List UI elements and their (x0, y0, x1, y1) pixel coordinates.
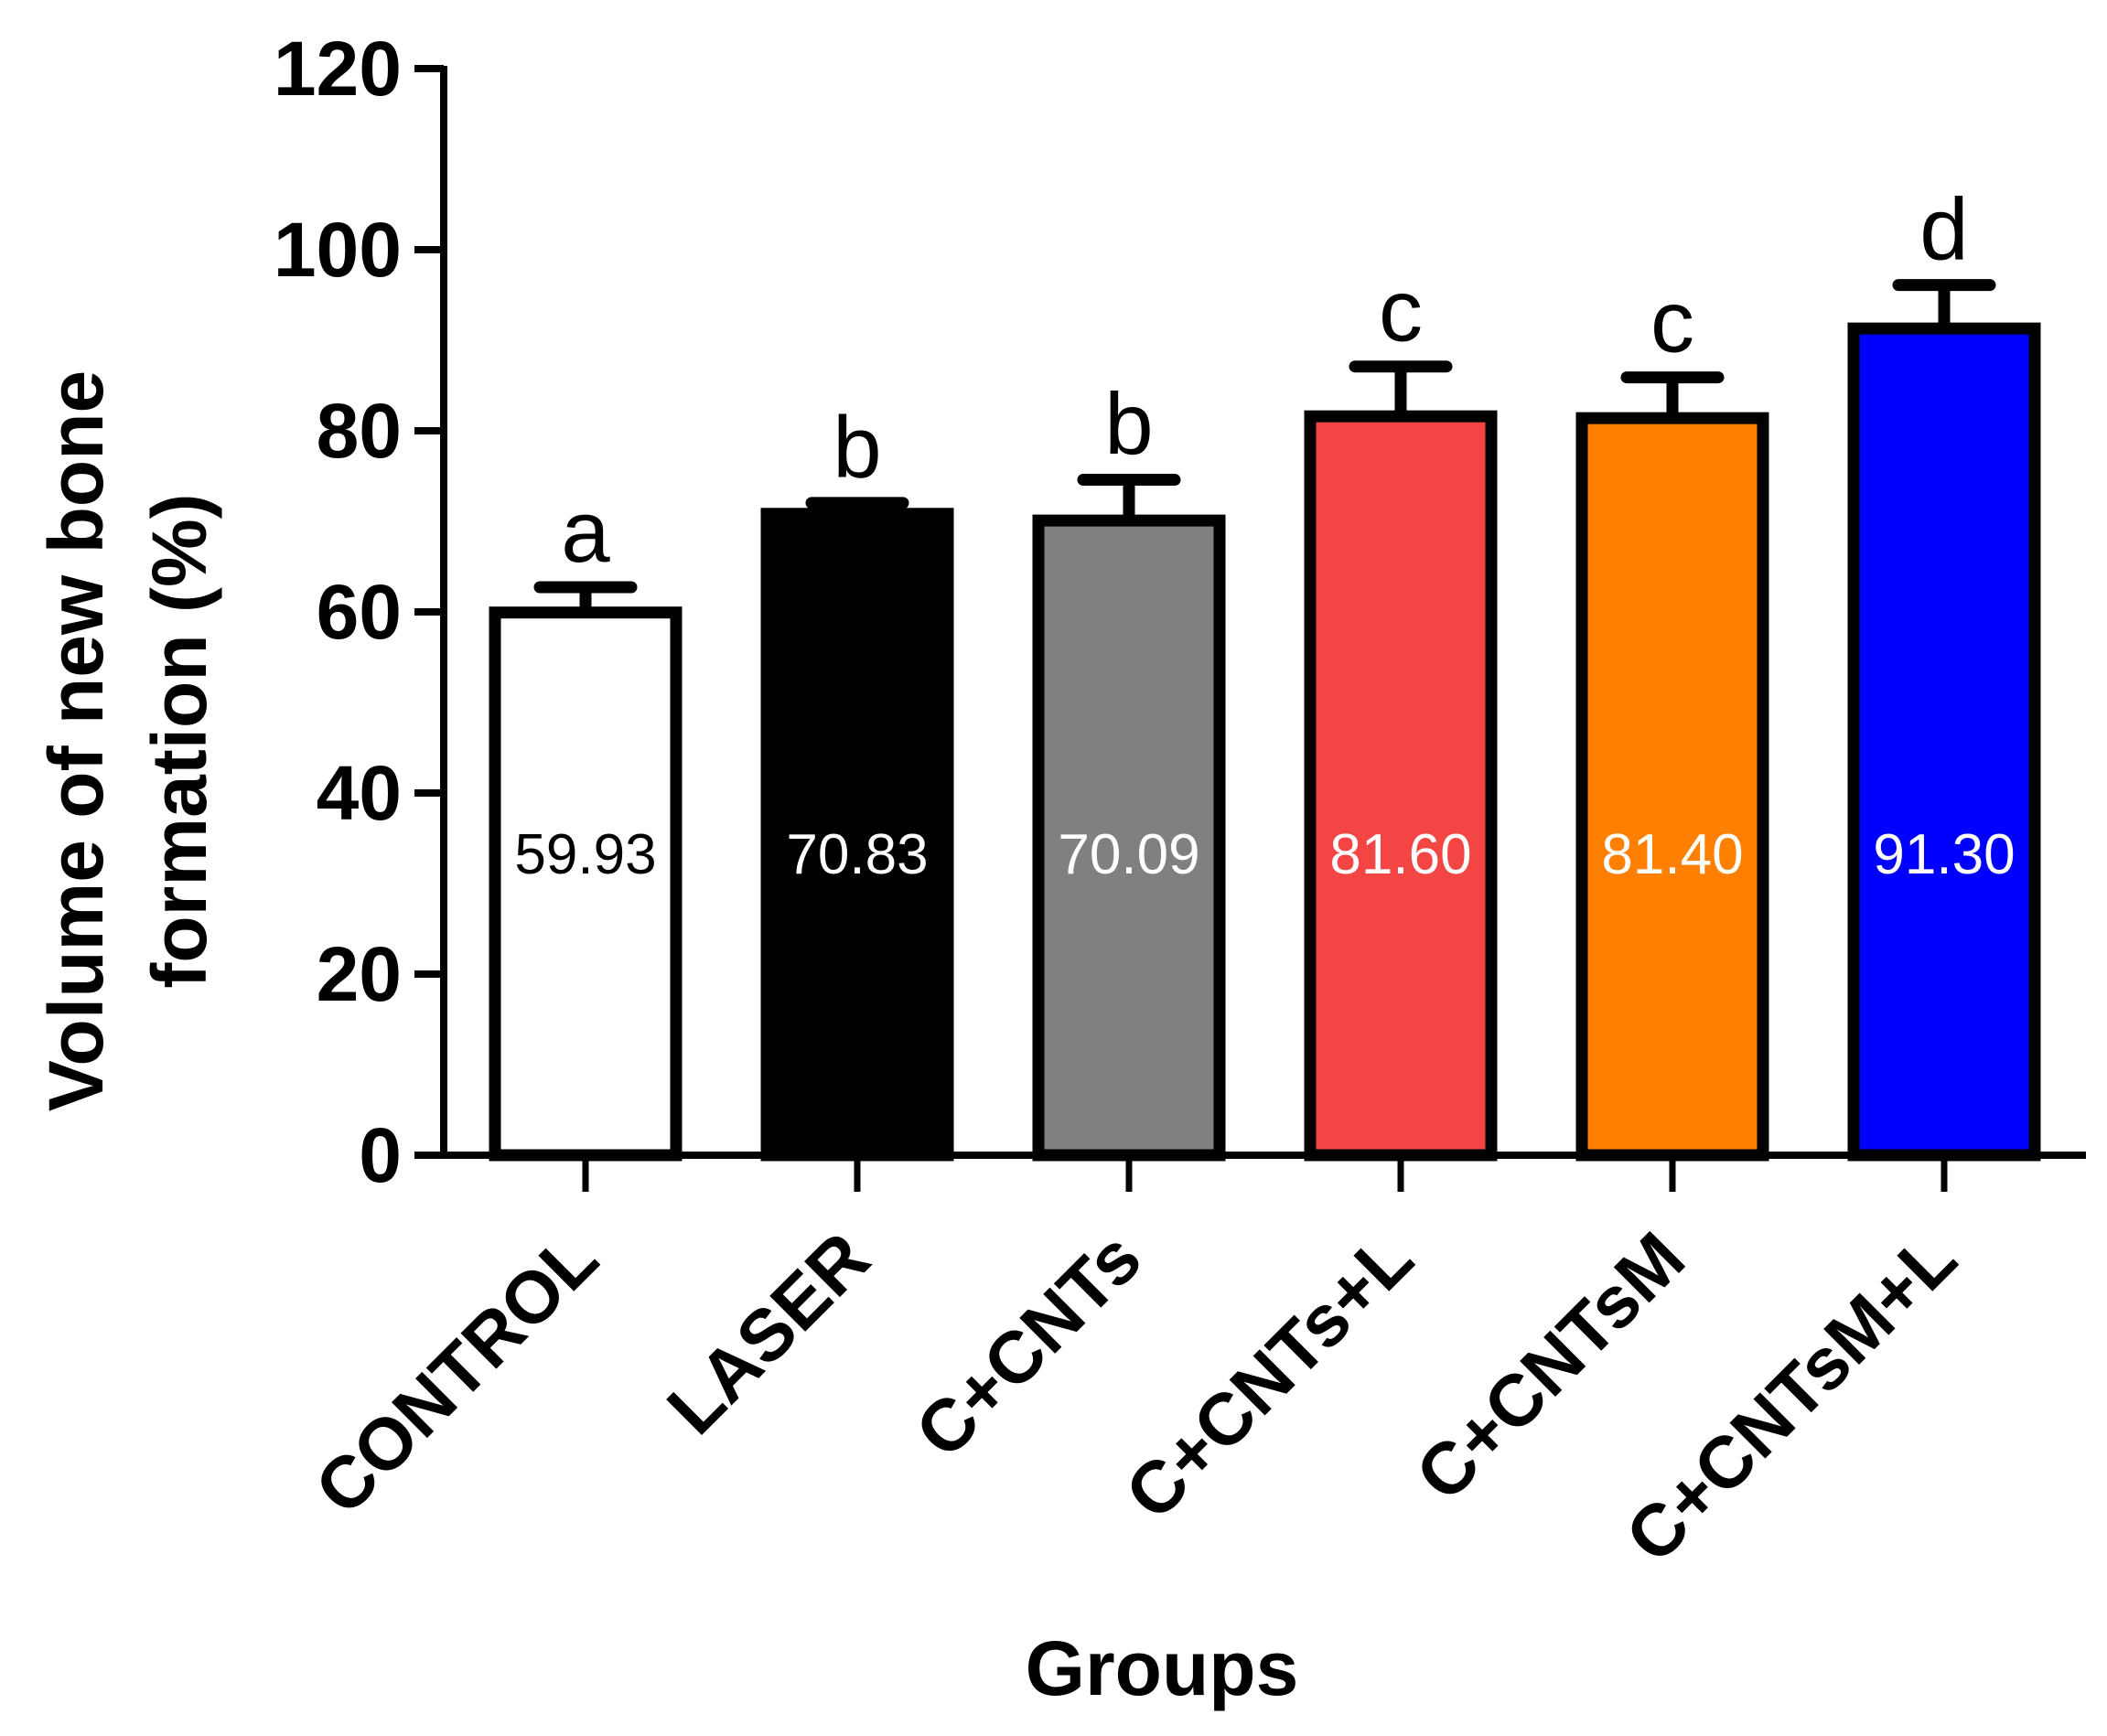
significance-letter-1: b (833, 399, 881, 497)
value-label-0: 59.93 (514, 823, 656, 886)
category-label-3: C+CNTs+L (1110, 1216, 1428, 1535)
value-label-1: 70.83 (786, 823, 928, 886)
bar-c-cntsm-l (1847, 322, 2041, 1162)
y-tick-label-100: 100 (274, 207, 402, 293)
significance-letter-2: b (1104, 376, 1153, 474)
category-label-4: C+CNTsM (1401, 1216, 1700, 1516)
category-label-1: LASER (651, 1216, 885, 1450)
category-label-2: C+CNTs (900, 1216, 1156, 1473)
bar-c-cnts (1032, 514, 1226, 1162)
bar-control (489, 606, 683, 1162)
bar-c-cntsm (1575, 412, 1769, 1162)
y-tick-label-120: 120 (274, 26, 402, 112)
significance-letter-3: c (1379, 263, 1423, 360)
bar-c-cnts-l (1304, 410, 1498, 1162)
y-tick-label-80: 80 (317, 388, 402, 474)
value-label-4: 81.40 (1601, 823, 1743, 886)
x-axis-title: Groups (1026, 1625, 1299, 1711)
value-label-5: 91.30 (1873, 823, 2015, 886)
significance-letter-5: d (1919, 181, 1968, 279)
y-axis-title: Volume of new bone formation (%) (33, 370, 222, 1111)
y-axis-title-line-1: Volume of new bone (33, 370, 119, 1111)
y-tick-label-0: 0 (359, 1112, 402, 1198)
y-tick-label-60: 60 (317, 569, 402, 655)
y-tick-label-20: 20 (317, 931, 402, 1017)
y-axis-title-line-2: formation (%) (136, 493, 222, 988)
significance-letter-4: c (1650, 273, 1694, 371)
category-label-0: CONTROL (299, 1216, 613, 1530)
value-label-3: 81.60 (1329, 823, 1471, 886)
value-label-2: 70.09 (1058, 823, 1199, 886)
significance-letter-0: a (561, 483, 610, 581)
y-tick-label-40: 40 (317, 750, 402, 836)
